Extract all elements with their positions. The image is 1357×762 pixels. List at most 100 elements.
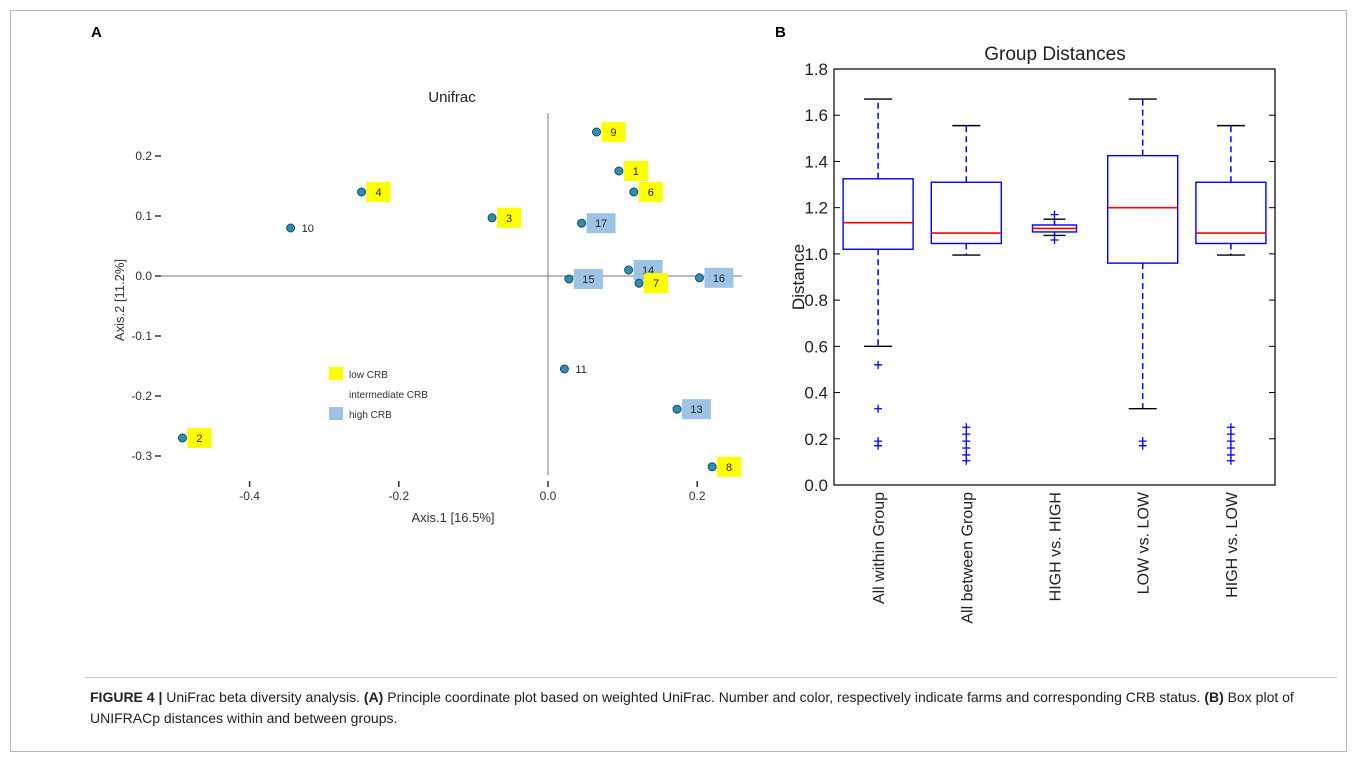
y-tick-label: 0.6 bbox=[804, 337, 828, 356]
iqr-box bbox=[842, 178, 914, 250]
point-label: 3 bbox=[506, 213, 512, 225]
y-axis-label: Axis.2 [11.2%] bbox=[112, 259, 127, 341]
box-3 bbox=[1031, 210, 1078, 245]
point-label: 11 bbox=[575, 364, 586, 376]
point-label-box bbox=[638, 182, 663, 202]
data-point bbox=[564, 274, 574, 284]
outlier-marker bbox=[874, 441, 883, 450]
x-tick-label: -0.2 bbox=[388, 489, 409, 503]
figure-caption: FIGURE 4 | UniFrac beta diversity analys… bbox=[90, 687, 1320, 729]
y-tick-label: 0.0 bbox=[804, 476, 828, 495]
data-point bbox=[694, 273, 704, 283]
x-tick-label: 0.0 bbox=[540, 489, 557, 503]
y-tick-label: 0.4 bbox=[804, 384, 828, 403]
y-tick-label: 0.8 bbox=[804, 291, 828, 310]
y-tick-label: 0.2 bbox=[135, 149, 152, 163]
outlier-marker bbox=[962, 456, 971, 465]
point-label: 4 bbox=[375, 187, 381, 199]
data-point bbox=[577, 218, 587, 228]
y-tick-label: 1.4 bbox=[804, 152, 828, 171]
y-tick-label: -0.1 bbox=[131, 329, 152, 343]
iqr-box bbox=[930, 181, 1002, 245]
y-axis-label: Distance bbox=[789, 244, 808, 310]
outlier-marker bbox=[962, 430, 971, 439]
x-category-label: HIGH vs. LOW bbox=[1224, 491, 1241, 598]
y-tick-label: 1.6 bbox=[804, 106, 828, 125]
outlier-marker bbox=[1226, 430, 1235, 439]
x-tick-label: 0.2 bbox=[689, 489, 706, 503]
outlier-marker bbox=[962, 444, 971, 453]
figure-frame bbox=[10, 10, 1347, 752]
box-1 bbox=[842, 98, 914, 450]
box-2 bbox=[930, 124, 1002, 465]
point-label: 1 bbox=[633, 166, 639, 178]
point-label: 9 bbox=[610, 127, 616, 139]
legend-swatch-high bbox=[329, 407, 343, 420]
point-label-box bbox=[601, 122, 626, 142]
point-label: 13 bbox=[690, 404, 702, 416]
data-point bbox=[286, 223, 296, 233]
y-tick-label: 0.2 bbox=[804, 430, 828, 449]
point-label: 17 bbox=[595, 218, 607, 230]
plot-frame bbox=[833, 68, 1276, 486]
box-4 bbox=[1106, 98, 1179, 450]
panel-a-letter: A bbox=[91, 24, 102, 41]
panel-b-letter: B bbox=[775, 24, 786, 41]
y-tick-label: -0.2 bbox=[131, 389, 152, 403]
data-point bbox=[559, 364, 569, 374]
caption-divider bbox=[85, 677, 1337, 678]
caption-text-1: UniFrac beta diversity analysis. bbox=[162, 689, 364, 705]
data-point bbox=[591, 127, 601, 137]
legend-label-high: high CRB bbox=[349, 410, 392, 421]
point-label-box bbox=[573, 269, 603, 289]
point-label: 8 bbox=[726, 462, 732, 474]
point-label-box bbox=[717, 456, 742, 477]
legend-label-intermediate: intermediate CRB bbox=[349, 390, 428, 401]
outlier-marker bbox=[1050, 236, 1059, 245]
outlier-marker bbox=[1226, 444, 1235, 453]
chart-b-title: Group Distances bbox=[984, 44, 1126, 65]
legend-label-low: low CRB bbox=[349, 370, 388, 381]
outlier-marker bbox=[1226, 456, 1235, 465]
point-label: 16 bbox=[713, 273, 725, 285]
x-category-label: HIGH vs. HIGH bbox=[1048, 492, 1065, 601]
caption-ref-a: (A) bbox=[363, 689, 384, 705]
data-point bbox=[672, 404, 682, 414]
iqr-box bbox=[1106, 154, 1179, 264]
pcoa-plot: Unifrac 0.2 0.1 0.0 -0.1 -0.2 -0.3 -0.4 -0.2 0.0 0… bbox=[112, 89, 742, 525]
data-point bbox=[357, 187, 366, 197]
data-point bbox=[487, 213, 497, 223]
x-category-label: LOW vs. LOW bbox=[1136, 491, 1153, 594]
y-tick-label: 1.2 bbox=[804, 199, 828, 218]
data-point bbox=[614, 166, 624, 176]
outlier-marker bbox=[1050, 210, 1059, 219]
point-label: 6 bbox=[648, 187, 654, 199]
outlier-marker bbox=[874, 360, 883, 369]
point-label-box bbox=[497, 207, 522, 228]
y-tick-label: 0.1 bbox=[135, 209, 152, 223]
outlier-marker bbox=[1138, 441, 1147, 450]
point-label: 15 bbox=[582, 274, 594, 286]
point-label-box bbox=[682, 399, 712, 420]
data-point bbox=[177, 433, 187, 443]
data-point bbox=[629, 187, 639, 197]
point-label-box bbox=[704, 267, 734, 288]
outlier-marker bbox=[962, 423, 971, 432]
caption-ref-b: (B) bbox=[1204, 689, 1224, 705]
figure-label: FIGURE 4 | bbox=[90, 689, 163, 705]
box-5 bbox=[1195, 124, 1267, 465]
y-tick-label: 1.0 bbox=[804, 245, 828, 264]
data-point bbox=[707, 462, 717, 472]
x-tick-label: -0.4 bbox=[239, 489, 260, 503]
y-tick-label: 1.8 bbox=[804, 60, 828, 79]
outlier-marker bbox=[874, 404, 883, 413]
data-point bbox=[624, 265, 634, 275]
point-label: 10 bbox=[302, 223, 314, 235]
y-tick-label: -0.3 bbox=[131, 449, 152, 463]
point-label-box bbox=[644, 273, 669, 294]
outlier-marker bbox=[1226, 437, 1235, 446]
x-axis-label: Axis.1 [16.5%] bbox=[411, 510, 494, 525]
data-point bbox=[634, 278, 644, 288]
x-category-label: All between Group bbox=[959, 492, 976, 624]
point-label: 2 bbox=[196, 433, 202, 445]
